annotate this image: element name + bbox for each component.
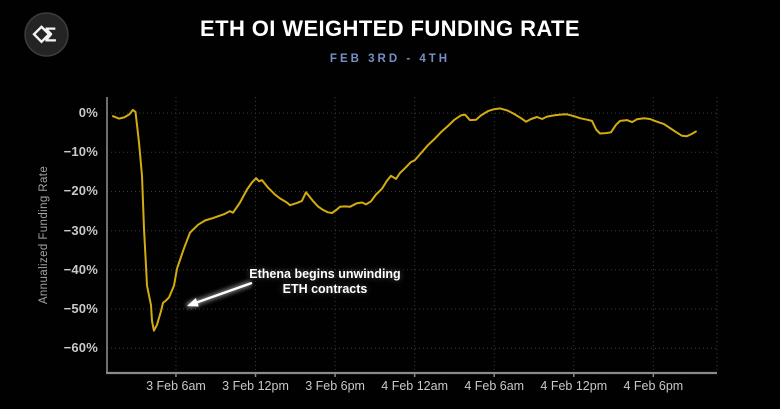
chart-title: ETH OI WEIGHTED FUNDING RATE xyxy=(200,16,580,41)
x-tick-label: 3 Feb 12pm xyxy=(222,379,289,393)
annotation-line-2: ETH contracts xyxy=(282,282,368,297)
y-tick-label: −10% xyxy=(63,144,98,160)
svg-text:Σ: Σ xyxy=(45,25,57,47)
x-tick-label: 3 Feb 6pm xyxy=(305,379,365,393)
annotation-arrow-icon xyxy=(187,282,253,307)
y-tick-label: −40% xyxy=(63,261,98,277)
x-tick-label: 4 Feb 12pm xyxy=(540,379,608,393)
y-tick-label: −30% xyxy=(63,222,98,238)
annotation: Ethena begins unwinding ETH contracts xyxy=(225,267,425,297)
x-tick-label: 3 Feb 6am xyxy=(146,379,206,393)
y-tick-label: −20% xyxy=(63,183,98,199)
sigma-diamond-logo-icon: Σ xyxy=(24,12,69,57)
y-tick-label: −60% xyxy=(63,340,98,356)
x-tick-label: 4 Feb 6pm xyxy=(623,379,684,393)
y-tick-label: 0% xyxy=(78,105,98,121)
logo-badge: Σ xyxy=(23,11,70,58)
chart-subtitle: FEB 3RD - 4TH xyxy=(329,53,451,65)
x-tick-label: 4 Feb 6am xyxy=(464,379,525,393)
y-tick-label: −50% xyxy=(63,301,98,317)
x-tick-label: 4 Feb 12am xyxy=(381,379,448,393)
annotation-line-1: Ethena begins unwinding xyxy=(249,267,401,282)
